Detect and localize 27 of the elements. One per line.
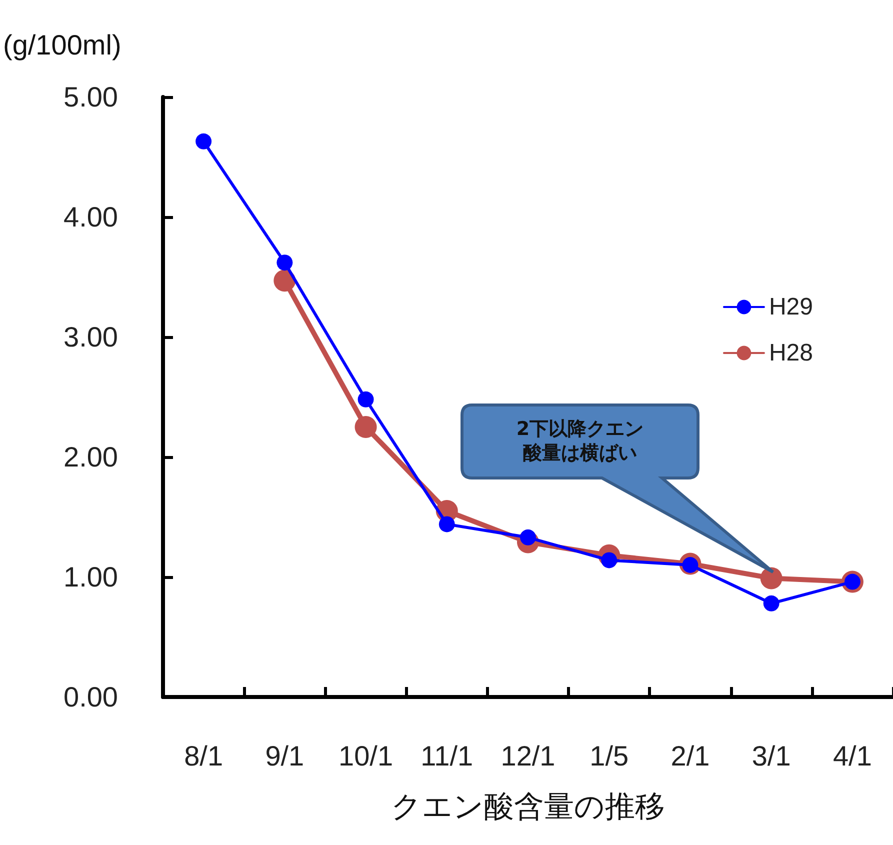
x-tick-label: 12/1 [500,740,556,772]
x-tick-label: 8/1 [184,740,224,772]
x-tick-label: 11/1 [420,740,474,772]
y-axis-title: (g/100ml) [3,30,122,60]
x-tick-label: 9/1 [265,740,304,772]
point [760,567,782,590]
x-tick-label: 10/1 [338,740,394,772]
x-tick-label: 2/1 [670,740,710,772]
y-tick-label: 0.00 [64,682,118,712]
point [196,133,212,150]
x-tick-label: 3/1 [752,740,791,772]
y-tick-label: 1.00 [64,562,118,592]
point [276,254,293,271]
point [358,391,374,408]
legend-label: H28 [768,340,814,366]
x-axis-title: クエン酸含量の推移 [391,790,665,824]
x-tick-label: 1/5 [590,740,629,772]
x-tick-label: 4/1 [832,740,872,772]
point [354,416,377,438]
legend-label: H29 [768,294,814,320]
y-tick-label: 5.00 [64,82,118,112]
y-tick-label: 2.00 [64,442,118,472]
y-tick-label: 4.00 [64,202,118,232]
y-tick-label: 3.00 [64,322,118,352]
point [763,595,780,612]
point [438,516,455,532]
annotation: 2下以降クエン酸量は横ばい [515,417,645,465]
